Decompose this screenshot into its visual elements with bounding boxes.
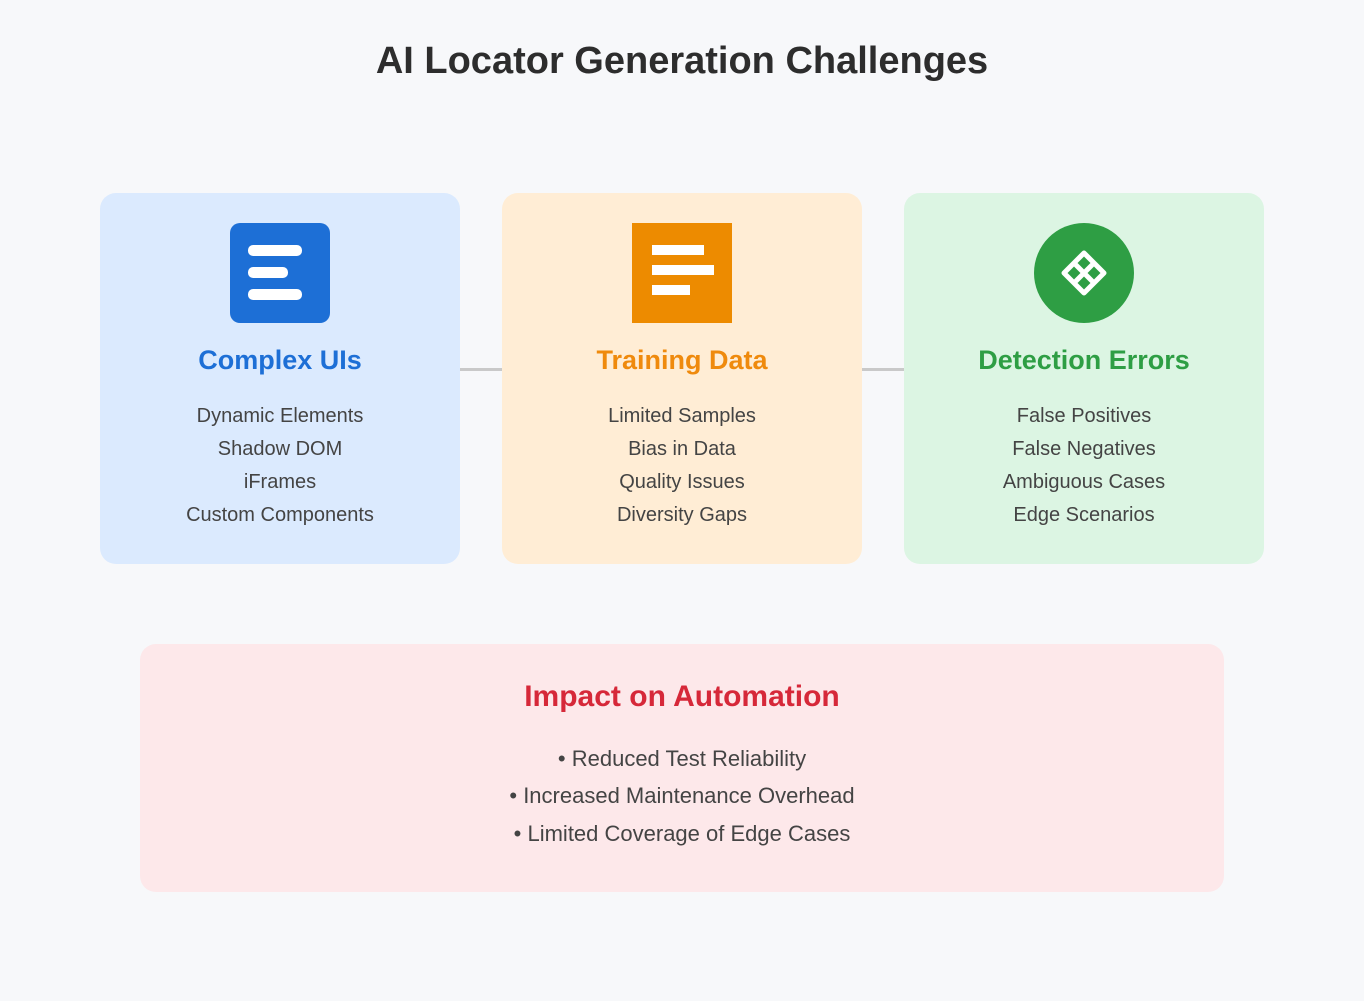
impact-title: Impact on Automation <box>170 680 1194 714</box>
card-item: Custom Components <box>128 499 432 532</box>
card-training-data: Training Data Limited Samples Bias in Da… <box>502 193 862 564</box>
card-item: Shadow DOM <box>128 433 432 466</box>
diamond-x-icon <box>1034 223 1134 323</box>
impact-card: Impact on Automation • Reduced Test Reli… <box>140 644 1224 892</box>
card-complex-uis: Complex UIs Dynamic Elements Shadow DOM … <box>100 193 460 564</box>
impact-list: • Reduced Test Reliability • Increased M… <box>170 740 1194 852</box>
card-item: Diversity Gaps <box>530 499 834 532</box>
card-item: Limited Samples <box>530 400 834 433</box>
card-detection-errors: Detection Errors False Positives False N… <box>904 193 1264 564</box>
impact-item: • Reduced Test Reliability <box>170 740 1194 777</box>
card-item: False Negatives <box>932 433 1236 466</box>
cards-row: Complex UIs Dynamic Elements Shadow DOM … <box>60 193 1304 564</box>
card-item: Edge Scenarios <box>932 499 1236 532</box>
impact-item: • Increased Maintenance Overhead <box>170 777 1194 814</box>
card-item: False Positives <box>932 400 1236 433</box>
doc-bars-icon <box>632 223 732 323</box>
card-title: Detection Errors <box>932 345 1236 376</box>
card-item: Dynamic Elements <box>128 400 432 433</box>
page-title: AI Locator Generation Challenges <box>60 40 1304 83</box>
card-title: Training Data <box>530 345 834 376</box>
card-item: iFrames <box>128 466 432 499</box>
card-title: Complex UIs <box>128 345 432 376</box>
impact-item: • Limited Coverage of Edge Cases <box>170 815 1194 852</box>
card-item: Ambiguous Cases <box>932 466 1236 499</box>
card-item: Quality Issues <box>530 466 834 499</box>
doc-bars-icon <box>230 223 330 323</box>
card-item: Bias in Data <box>530 433 834 466</box>
